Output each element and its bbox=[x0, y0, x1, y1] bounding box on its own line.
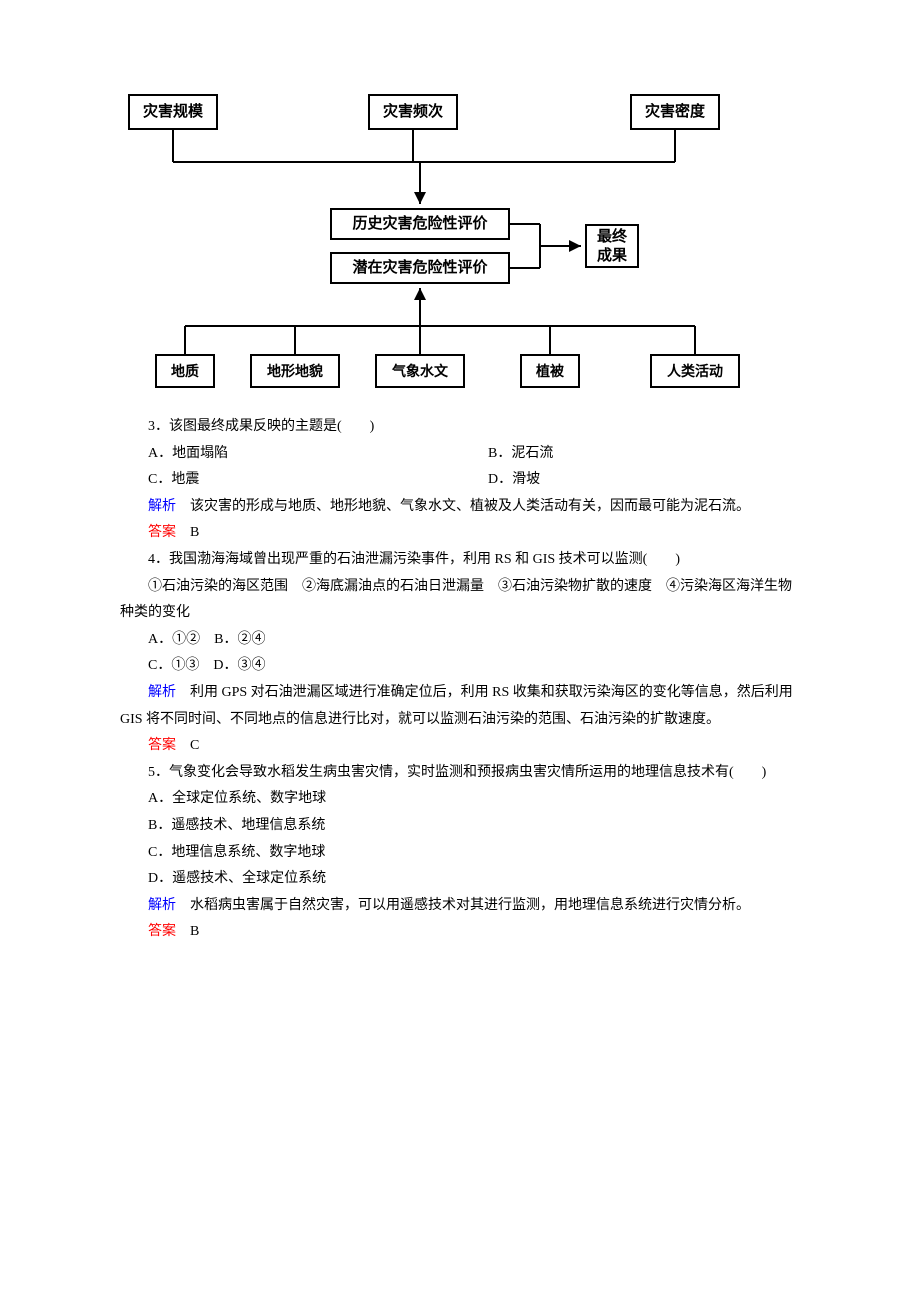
box-bot-vegetation: 植被 bbox=[520, 354, 580, 388]
q3-answer-text: B bbox=[176, 525, 199, 540]
q3-analysis-text: 该灾害的形成与地质、地形地貌、气象水文、植被及人类活动有关，因而最可能为泥石流。 bbox=[176, 499, 750, 514]
box-top-density: 灾害密度 bbox=[630, 94, 720, 130]
box-mid-result: 最终 成果 bbox=[585, 224, 639, 268]
q4-answer: 答案 C bbox=[120, 733, 800, 760]
answer-label: 答案 bbox=[148, 924, 176, 939]
box-mid-potential: 潜在灾害危险性评价 bbox=[330, 252, 510, 284]
q4-analysis-text: 利用 GPS 对石油泄漏区域进行准确定位后，利用 RS 收集和获取污染海区的变化… bbox=[120, 685, 793, 727]
box-bot-geology: 地质 bbox=[155, 354, 215, 388]
answer-label: 答案 bbox=[148, 525, 176, 540]
q4-stem: 4．我国渤海海域曾出现严重的石油泄漏污染事件，利用 RS 和 GIS 技术可以监… bbox=[120, 547, 800, 574]
q5-answer-text: B bbox=[176, 924, 199, 939]
q3-analysis: 解析 该灾害的形成与地质、地形地貌、气象水文、植被及人类活动有关，因而最可能为泥… bbox=[120, 494, 800, 521]
q3-stem: 3．该图最终成果反映的主题是( ) bbox=[120, 414, 800, 441]
analysis-label: 解析 bbox=[148, 898, 176, 913]
answer-label: 答案 bbox=[148, 738, 176, 753]
q4-options-numbered: ①石油污染的海区范围 ②海底漏油点的石油日泄漏量 ③石油污染物扩散的速度 ④污染… bbox=[120, 574, 800, 627]
q5-analysis-text: 水稻病虫害属于自然灾害，可以用遥感技术对其进行监测，用地理信息系统进行灾情分析。 bbox=[176, 898, 750, 913]
q4-analysis: 解析 利用 GPS 对石油泄漏区域进行准确定位后，利用 RS 收集和获取污染海区… bbox=[120, 680, 800, 733]
q3-option-d: D．滑坡 bbox=[460, 467, 800, 494]
q3-answer: 答案 B bbox=[120, 520, 800, 547]
analysis-label: 解析 bbox=[148, 685, 176, 700]
box-top-scale: 灾害规模 bbox=[128, 94, 218, 130]
analysis-label: 解析 bbox=[148, 499, 176, 514]
q3-option-a: A．地面塌陷 bbox=[120, 441, 460, 468]
box-bot-climate: 气象水文 bbox=[375, 354, 465, 388]
q4-options-cd: C．①③ D．③④ bbox=[120, 653, 800, 680]
q3-option-b: B．泥石流 bbox=[460, 441, 800, 468]
diagram-connectors bbox=[120, 90, 800, 390]
q5-option-d: D．遥感技术、全球定位系统 bbox=[120, 866, 800, 893]
hazard-evaluation-diagram: 灾害规模 灾害频次 灾害密度 历史灾害危险性评价 潜在灾害危险性评价 最终 成果… bbox=[120, 90, 800, 390]
q4-answer-text: C bbox=[176, 738, 199, 753]
box-bot-human: 人类活动 bbox=[650, 354, 740, 388]
q5-option-b: B．遥感技术、地理信息系统 bbox=[120, 813, 800, 840]
q5-analysis: 解析 水稻病虫害属于自然灾害，可以用遥感技术对其进行监测，用地理信息系统进行灾情… bbox=[120, 893, 800, 920]
q5-option-c: C．地理信息系统、数字地球 bbox=[120, 840, 800, 867]
box-bot-landform: 地形地貌 bbox=[250, 354, 340, 388]
box-mid-historical: 历史灾害危险性评价 bbox=[330, 208, 510, 240]
q5-stem: 5．气象变化会导致水稻发生病虫害灾情，实时监测和预报病虫害灾情所运用的地理信息技… bbox=[120, 760, 800, 787]
q5-option-a: A．全球定位系统、数字地球 bbox=[120, 786, 800, 813]
q4-options-ab: A．①② B．②④ bbox=[120, 627, 800, 654]
box-top-frequency: 灾害频次 bbox=[368, 94, 458, 130]
q3-option-c: C．地震 bbox=[120, 467, 460, 494]
q5-answer: 答案 B bbox=[120, 919, 800, 946]
